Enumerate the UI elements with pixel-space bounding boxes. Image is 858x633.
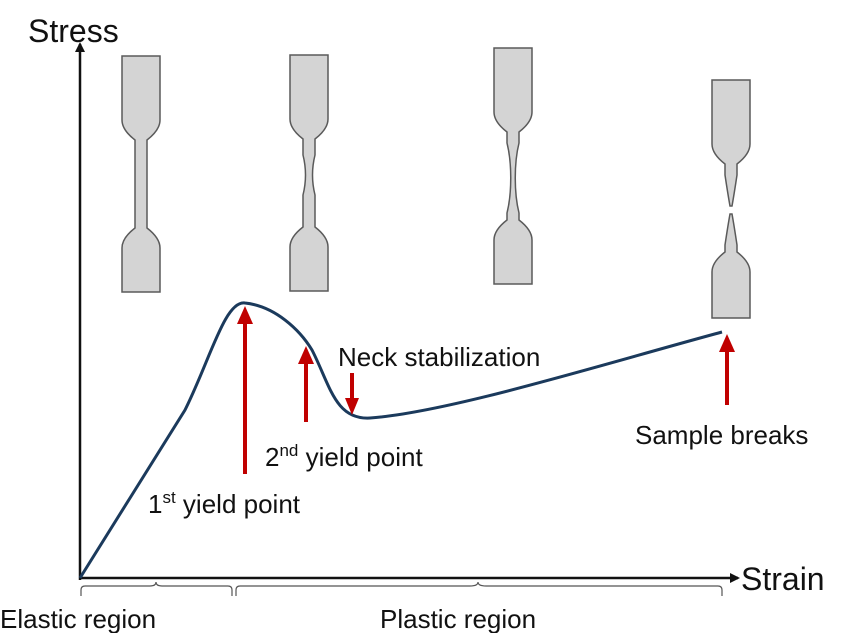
- arrow-neck: [345, 373, 359, 415]
- specimen: [121, 55, 161, 293]
- arrow-first-yield: [237, 306, 253, 474]
- elastic-region-label: Elastic region: [0, 604, 156, 633]
- elastic-bracket: [80, 581, 233, 596]
- text: yield point: [176, 489, 301, 519]
- text: yield point: [298, 442, 423, 472]
- superscript: nd: [279, 441, 298, 460]
- arrow-second-yield: [298, 346, 314, 422]
- specimen-drawn: [493, 47, 533, 285]
- break-label: Sample breaks: [635, 420, 808, 450]
- stress-strain-curve: [78, 301, 723, 579]
- number: 2: [265, 442, 279, 472]
- first-yield-label: 1st yield point: [148, 488, 301, 519]
- x-axis-label: Strain: [741, 561, 825, 597]
- arrow-break: [719, 334, 735, 405]
- y-axis-label: Stress: [28, 13, 119, 49]
- plastic-region-label: Plastic region: [380, 604, 536, 633]
- specimen-necking: [289, 54, 329, 292]
- neck-label: Neck stabilization: [338, 342, 540, 372]
- specimen-lower-half: [711, 213, 751, 319]
- specimen-upper-half: [711, 79, 751, 207]
- specimen-broken: [711, 79, 751, 319]
- superscript: st: [162, 488, 176, 507]
- plastic-bracket: [235, 581, 723, 596]
- second-yield-label: 2nd yield point: [265, 441, 423, 472]
- number: 1: [148, 489, 162, 519]
